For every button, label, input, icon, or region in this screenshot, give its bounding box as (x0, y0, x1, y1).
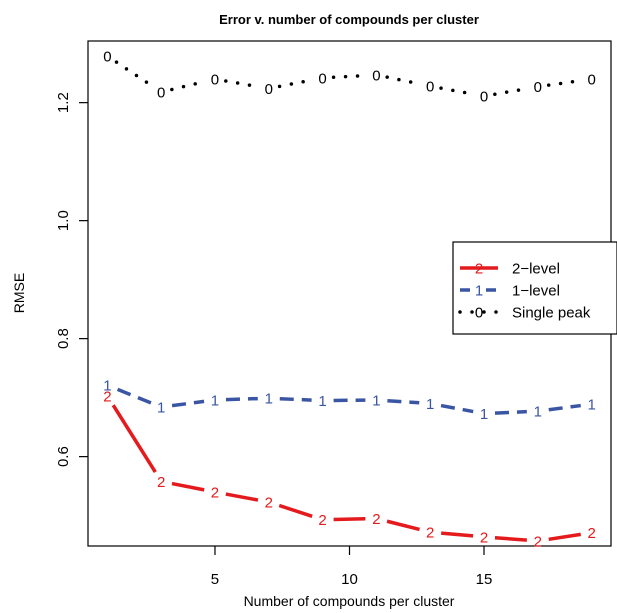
series-line-segment (114, 60, 154, 88)
data-point-label: 0 (480, 89, 488, 106)
data-point-label: 2 (157, 474, 165, 491)
data-point-label: 0 (211, 72, 219, 89)
series-line-segment (224, 79, 260, 89)
data-point-label: 1 (426, 396, 434, 413)
series-line-segment (441, 531, 474, 538)
series-line-segment (494, 409, 527, 415)
data-point-label: 2 (372, 511, 380, 528)
series-line-segment (385, 75, 422, 86)
series-line-segment (333, 517, 366, 522)
data-point-label: 0 (103, 49, 111, 66)
data-point-label: 2 (480, 529, 488, 546)
series-line-segment (225, 492, 259, 502)
data-point-label: 2 (211, 485, 219, 502)
series-lines (111, 60, 583, 542)
legend: 2 2−level 1 1−level 0 Single peak (452, 241, 617, 335)
legend-symbol: 2 (475, 261, 483, 278)
data-point-label: 1 (534, 404, 542, 421)
y-tick-label: 1.0 (55, 210, 72, 231)
data-point-label: 2 (587, 525, 595, 542)
data-point-label: 0 (318, 70, 326, 87)
data-point-label: 1 (480, 406, 488, 423)
series-line-segment (493, 86, 529, 97)
series-line-segment (440, 403, 474, 414)
series-line-segment (386, 519, 420, 532)
series-line-segment (116, 387, 152, 405)
series-line-segment (546, 78, 583, 87)
axes: 5 10 150.60.81.01.2 (55, 92, 492, 588)
legend-symbol: 0 (475, 305, 483, 322)
data-point-label: 1 (318, 393, 326, 410)
data-point-label: 1 (103, 378, 111, 395)
data-point-label: 2 (103, 388, 111, 405)
data-point-label: 1 (587, 397, 595, 414)
x-tick-label: 5 (211, 571, 219, 588)
y-tick-label: 1.2 (55, 92, 72, 113)
series-line-segment (548, 532, 582, 542)
legend-box (452, 241, 617, 335)
data-point-label: 1 (211, 392, 219, 409)
y-axis-label: RMSE (11, 273, 27, 313)
data-point-label: 2 (426, 525, 434, 542)
data-point-label: 1 (157, 400, 165, 417)
series-line-segment (548, 403, 581, 412)
series-line-segment (225, 396, 258, 402)
series-line-segment (278, 503, 313, 518)
legend-label: 2−level (512, 261, 560, 278)
series-line-segment (439, 86, 475, 96)
series-line-segment (171, 399, 205, 408)
x-tick-label: 10 (341, 571, 358, 588)
chart-title: Error v. number of compounds per cluster (219, 12, 479, 27)
x-tick-label: 15 (476, 571, 493, 588)
data-point-label: 0 (534, 79, 542, 96)
data-point-label: 2 (318, 512, 326, 529)
series-line-segment (111, 404, 157, 474)
data-point-label: 0 (426, 79, 434, 96)
series-line-segment (279, 396, 312, 402)
data-point-label: 0 (157, 85, 165, 102)
data-point-label: 0 (372, 67, 380, 84)
series-line-segment (494, 535, 527, 542)
data-point-label: 2 (534, 533, 542, 550)
data-point-label: 1 (265, 391, 273, 408)
series-line-segment (387, 398, 420, 405)
series-line-segment (171, 481, 205, 492)
data-point-label: 0 (265, 81, 273, 98)
data-point-label: 0 (587, 72, 595, 89)
series-line-segment (277, 78, 314, 89)
series-line-segment (170, 79, 207, 92)
x-axis-label: Number of compounds per cluster (244, 593, 455, 609)
legend-label: Single peak (512, 305, 591, 322)
data-point-label: 1 (372, 392, 380, 409)
data-point-label: 2 (265, 495, 273, 512)
series-line-segment (331, 73, 368, 80)
y-tick-label: 0.6 (55, 446, 72, 467)
legend-symbol: 1 (475, 283, 483, 300)
legend-label: 1−level (512, 283, 560, 300)
y-tick-label: 0.8 (55, 328, 72, 349)
